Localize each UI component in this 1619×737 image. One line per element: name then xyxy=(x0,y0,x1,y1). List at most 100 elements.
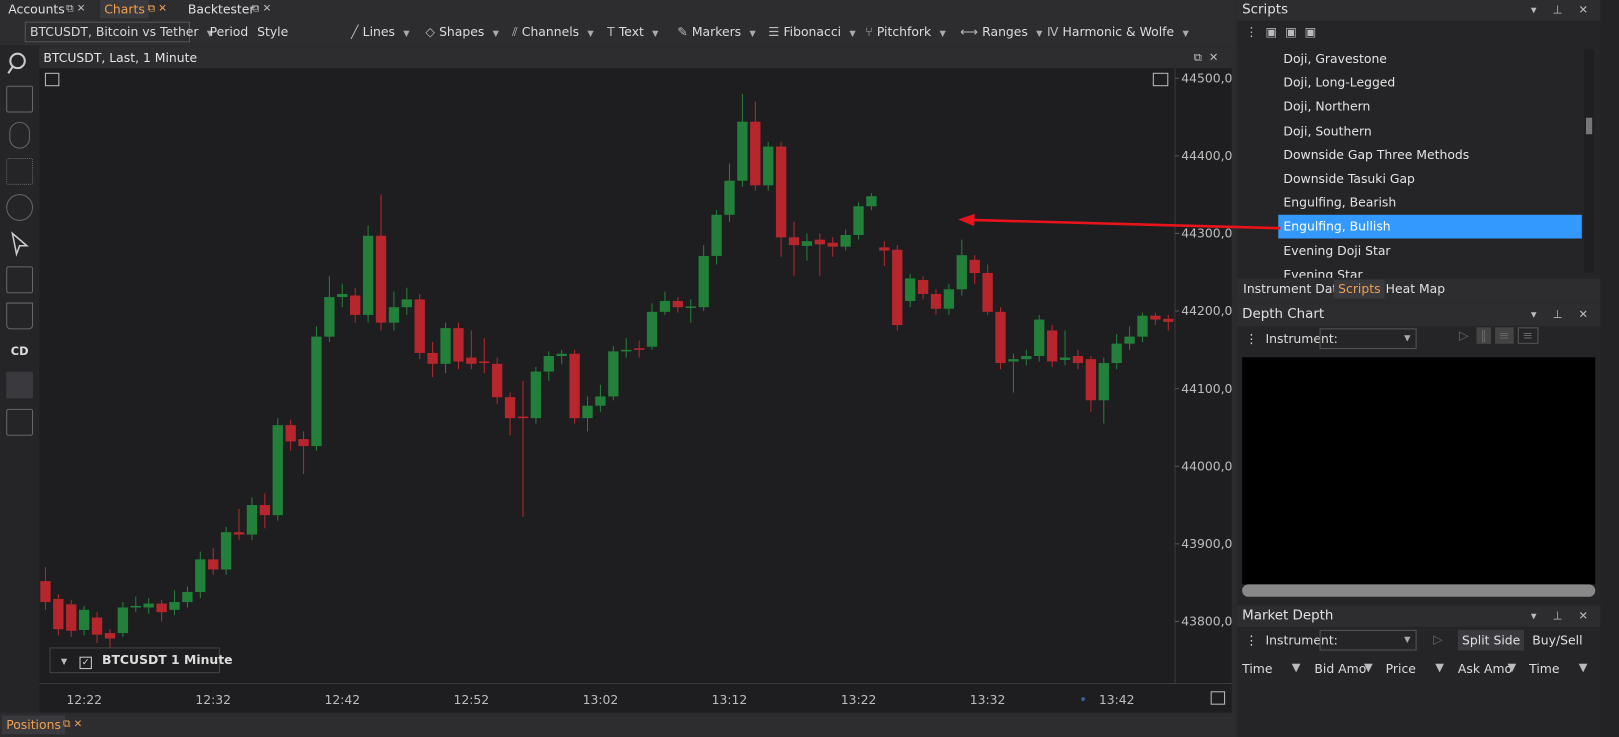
panel-controls[interactable]: ▾ ⊥ ✕ xyxy=(1530,307,1595,322)
delete-tool[interactable] xyxy=(6,302,34,330)
script-item[interactable]: Doji, Long-Legged xyxy=(1283,75,1396,91)
scrollbar[interactable] xyxy=(1242,584,1596,597)
screenshot-icon[interactable] xyxy=(1210,691,1226,705)
candle-body xyxy=(763,146,774,186)
select-tool[interactable] xyxy=(6,230,33,257)
legend-caret[interactable]: ▼ xyxy=(60,656,68,666)
script-item[interactable]: Evening Doji Star xyxy=(1283,243,1391,258)
drawing-tool[interactable]: ⑂ Pitchfork ▼ xyxy=(865,23,946,42)
depth-chart-header: Depth Chart ▾ ⊥ ✕ xyxy=(1236,304,1601,326)
drawing-tool[interactable]: ⫽ Channels ▼ xyxy=(512,23,594,42)
tool-caret[interactable]: ▼ xyxy=(939,28,946,39)
panel-toggle-icon[interactable] xyxy=(44,72,60,87)
start-button[interactable]: ▷ xyxy=(1433,631,1443,647)
tool-caret[interactable]: ▼ xyxy=(1182,28,1189,39)
tab-controls[interactable]: ⧉ ✕ xyxy=(66,3,86,15)
drawing-tool[interactable]: ☰ Fibonacci ▼ xyxy=(768,23,855,42)
crosshair-tool[interactable] xyxy=(6,85,34,113)
candle-body xyxy=(827,242,838,247)
script-item[interactable]: Downside Gap Three Methods xyxy=(1283,147,1470,162)
column-filter[interactable]: ▼ xyxy=(1363,660,1373,675)
instrument-select[interactable]: ▼ xyxy=(1319,629,1417,651)
scroll-thumb[interactable] xyxy=(1585,117,1593,135)
tool-caret[interactable]: ▼ xyxy=(587,28,594,39)
tool-caret[interactable]: ▼ xyxy=(492,28,499,39)
pan-tool[interactable] xyxy=(6,157,34,185)
column-header[interactable]: Time xyxy=(1529,661,1560,677)
script-item[interactable]: Downside Tasuki Gap xyxy=(1283,171,1415,186)
tool-label: Pitchfork xyxy=(876,24,932,40)
scrollbar[interactable] xyxy=(1583,49,1595,273)
drawing-tool[interactable]: ◇ Shapes ▼ xyxy=(425,23,499,42)
column-filter[interactable]: ▼ xyxy=(1291,660,1301,675)
column-header[interactable]: Bid Amo xyxy=(1314,661,1367,677)
instrument-select[interactable]: BTCUSDT, Bitcoin vs Tether ▼ xyxy=(24,21,213,43)
script-item[interactable]: Doji, Northern xyxy=(1283,99,1371,114)
candle-body xyxy=(646,311,658,347)
tab[interactable]: Backtester xyxy=(187,2,255,17)
column-filter[interactable]: ▼ xyxy=(1578,660,1588,675)
drawing-tool[interactable]: T Text ▼ xyxy=(607,23,658,42)
panel-controls[interactable]: ▾ ⊥ ✕ xyxy=(1530,609,1595,623)
drawing-tool[interactable]: ⟷ Ranges ▼ xyxy=(960,23,1042,42)
candle-body xyxy=(750,121,761,186)
tool-caret[interactable]: ▼ xyxy=(652,28,659,39)
script-item[interactable]: Evening Star xyxy=(1283,267,1363,278)
panel-title: Market Depth xyxy=(1242,608,1334,624)
tool-icon: Ⅳ xyxy=(1046,24,1059,40)
script-item[interactable]: Engulfing, Bearish xyxy=(1283,195,1397,210)
hand-tool[interactable] xyxy=(6,371,34,399)
tab-active[interactable]: Charts xyxy=(100,0,149,19)
drawing-tool[interactable]: ✎ Markers ▼ xyxy=(677,23,755,42)
scripts-icons[interactable]: ⋮ ▣ ▣ ▣ xyxy=(1245,24,1317,40)
period-button[interactable]: Period xyxy=(209,24,249,40)
tool-caret[interactable]: ▼ xyxy=(749,28,756,39)
column-header[interactable]: Price xyxy=(1385,661,1416,677)
measure-tool[interactable] xyxy=(6,408,34,436)
candle-body xyxy=(1021,356,1032,360)
layers-tool[interactable] xyxy=(6,266,34,294)
tab-active[interactable]: Scripts xyxy=(1334,279,1385,299)
script-item-selected[interactable]: Engulfing, Bullish xyxy=(1278,215,1582,239)
icon xyxy=(11,231,29,257)
buy-sell-button[interactable]: Buy/Sell xyxy=(1532,632,1583,648)
instrument-select[interactable]: ▼ xyxy=(1319,328,1417,349)
tab[interactable]: Instrument Data xyxy=(1243,281,1345,297)
column-header[interactable]: Ask Amo xyxy=(1457,661,1513,677)
tab[interactable]: Accounts xyxy=(8,2,65,17)
column-filter[interactable]: ▼ xyxy=(1507,660,1517,675)
x-tick-label: 12:42 xyxy=(324,692,360,707)
tab-controls[interactable]: ⧉ ✕ xyxy=(62,718,83,730)
tab[interactable]: Heat Map xyxy=(1385,281,1446,297)
x-tick-label: 13:22 xyxy=(841,692,877,707)
column-filter[interactable]: ▼ xyxy=(1435,660,1444,675)
tab-controls[interactable]: ⧉ ✕ xyxy=(251,3,272,15)
y-tick-label: 43800,00 xyxy=(1181,614,1232,629)
column-header[interactable]: Time xyxy=(1242,661,1273,677)
split-side-button[interactable]: Split Side xyxy=(1457,629,1525,651)
tool-caret[interactable]: ▼ xyxy=(403,28,410,39)
depth-chart-body: ⋮ Instrument: ▼ ▷ ‖ ≡ ≡ xyxy=(1236,326,1601,606)
tab-controls[interactable]: ⧉ ✕ xyxy=(147,3,167,15)
refresh-tool[interactable] xyxy=(6,194,34,221)
style-button[interactable]: Style xyxy=(257,24,289,40)
y-tick-label: 44000,00 xyxy=(1181,458,1232,473)
cd-button[interactable]: CD xyxy=(10,344,29,359)
candle-body xyxy=(233,532,245,535)
legend-checkbox[interactable]: ✓ xyxy=(79,656,92,670)
script-item[interactable]: Doji, Southern xyxy=(1283,123,1372,138)
panel-controls[interactable]: ▾ ⊥ ✕ xyxy=(1530,3,1595,17)
chart-window-controls[interactable]: ⧉ ✕ xyxy=(1193,50,1219,65)
drawing-tool[interactable]: ╱ Lines ▼ xyxy=(351,23,409,42)
depth-buttons[interactable]: ▷ ‖ ≡ ≡ xyxy=(1459,327,1539,349)
drawing-tool[interactable]: Ⅳ Harmonic & Wolfe ▼ xyxy=(1047,23,1189,42)
search-tool[interactable] xyxy=(6,50,33,77)
panel-toggle-icon[interactable] xyxy=(1152,72,1169,87)
tool-icon: ◇ xyxy=(425,24,435,40)
tool-caret[interactable]: ▼ xyxy=(849,28,856,39)
tool-caret[interactable]: ▼ xyxy=(1036,28,1043,39)
mouse-tool[interactable] xyxy=(9,121,30,149)
positions-tab[interactable]: Positions xyxy=(2,715,66,735)
script-item[interactable]: Doji, Gravestone xyxy=(1283,51,1387,67)
